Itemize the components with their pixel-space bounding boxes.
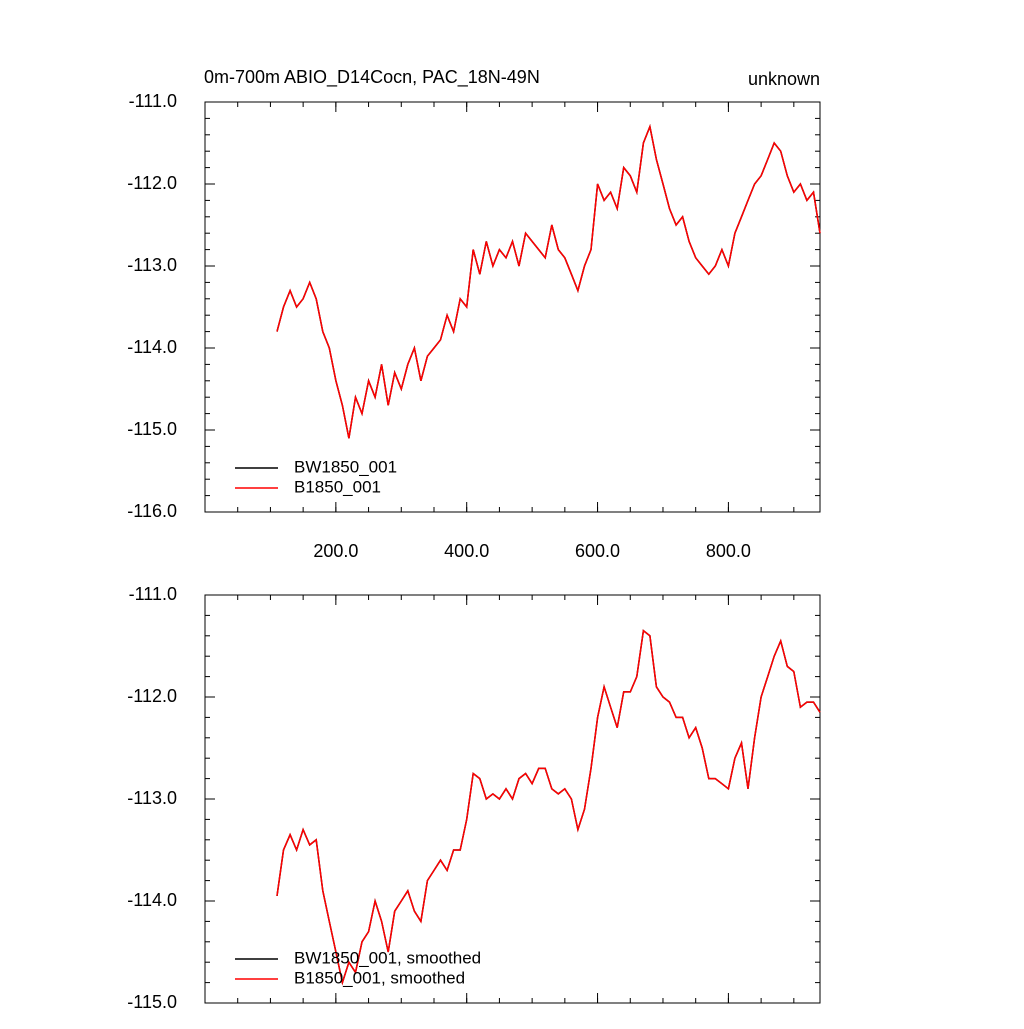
x-tick-label: 200.0 [313,541,358,561]
legend-label: B1850_001, smoothed [294,968,465,987]
legend-label: BW1850_001, smoothed [294,948,481,967]
y-tick-label: -112.0 [127,686,177,706]
y-tick-label: -113.0 [127,788,177,808]
y-tick-label: -111.0 [129,91,177,111]
y-tick-label: -114.0 [127,337,177,357]
series-line [276,629,821,986]
x-tick-label: 400.0 [444,541,489,561]
series-line [276,629,821,986]
y-tick-label: -114.0 [127,890,177,910]
chart-title: 0m-700m ABIO_D14Cocn, PAC_18N-49N [204,67,540,88]
y-tick-label: -116.0 [127,501,177,521]
y-tick-label: -115.0 [127,419,177,439]
x-tick-label: 600.0 [575,541,620,561]
series-line [276,123,821,439]
y-tick-label: -112.0 [127,173,177,193]
y-tick-label: -111.0 [129,584,177,604]
y-tick-label: -115.0 [127,992,177,1012]
plot-frame [204,101,821,513]
chart-subtitle: unknown [748,69,820,89]
x-tick-label: 800.0 [706,541,751,561]
legend-label: BW1850_001 [294,457,397,476]
legend-label: B1850_001 [294,477,381,496]
y-tick-label: -113.0 [127,255,177,275]
series-line [276,123,821,439]
